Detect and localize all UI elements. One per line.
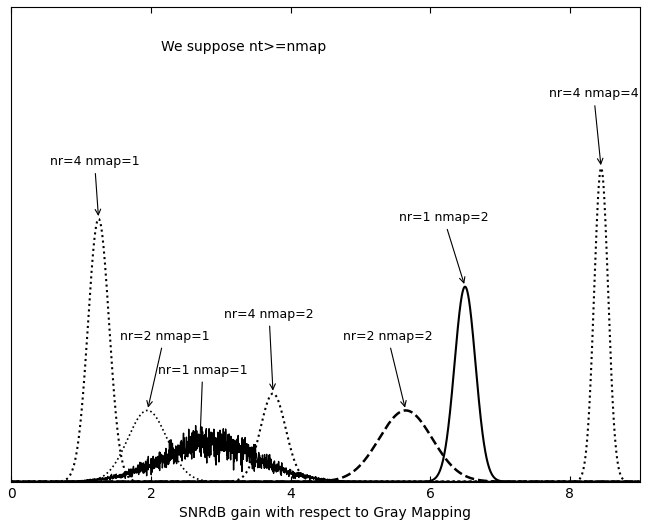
Text: nr=4 nmap=2: nr=4 nmap=2 <box>224 308 314 389</box>
Text: nr=2 nmap=1: nr=2 nmap=1 <box>120 329 209 406</box>
Text: nr=4 nmap=1: nr=4 nmap=1 <box>50 155 139 215</box>
Text: nr=1 nmap=2: nr=1 nmap=2 <box>399 211 489 283</box>
X-axis label: SNRdB gain with respect to Gray Mapping: SNRdB gain with respect to Gray Mapping <box>179 506 471 520</box>
Text: nr=1 nmap=1: nr=1 nmap=1 <box>158 364 248 442</box>
Text: nr=2 nmap=2: nr=2 nmap=2 <box>343 329 432 406</box>
Text: We suppose nt>=nmap: We suppose nt>=nmap <box>161 40 326 54</box>
Text: nr=4 nmap=4: nr=4 nmap=4 <box>549 87 638 164</box>
